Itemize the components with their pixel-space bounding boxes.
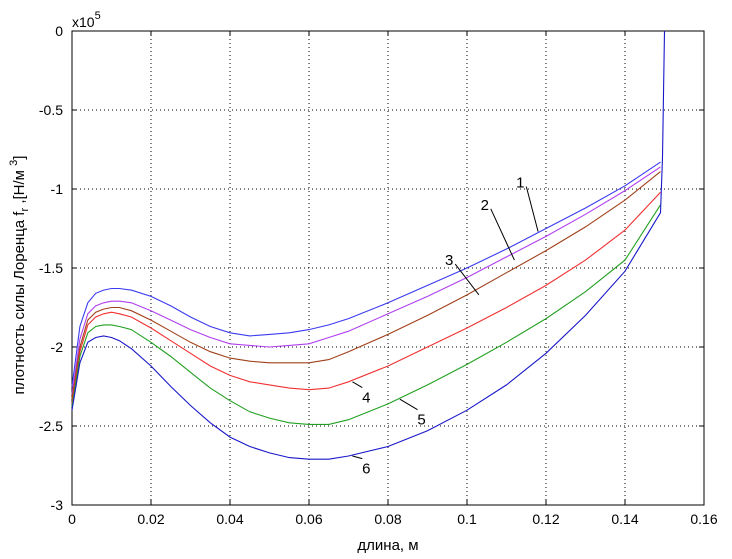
- series-line-5: [71, 204, 661, 425]
- series-line-4: [71, 191, 661, 404]
- y-tick-label: -1.5: [39, 260, 63, 276]
- y-multiplier: x105: [72, 10, 101, 30]
- x-tick-label: 0: [68, 511, 76, 527]
- y-axis-label: плотность силы Лоренца fr ,[Н/м 3]: [8, 156, 31, 395]
- series-lines: [71, 30, 666, 460]
- grid-lines: [71, 30, 705, 506]
- curve-label-6: 6: [362, 461, 370, 478]
- x-tick-label: 0.14: [611, 511, 638, 527]
- curve-label-1: 1: [516, 175, 524, 192]
- curve-label-2: 2: [481, 197, 489, 214]
- series-line-6: [71, 30, 666, 460]
- x-tick-label: 0.08: [374, 511, 401, 527]
- series-line-1: [71, 161, 661, 387]
- plot-frame: [71, 30, 705, 506]
- curve-label-leader-2: [490, 208, 515, 261]
- y-tick-label: -0.5: [39, 102, 63, 118]
- x-tick-label: 0.16: [690, 511, 717, 527]
- series-line-2: [71, 166, 661, 395]
- x-tick-label: 0.02: [137, 511, 164, 527]
- x-tick-label: 0.06: [295, 511, 322, 527]
- x-axis-label: длина, м: [357, 537, 418, 554]
- x-tick-label: 0.04: [216, 511, 243, 527]
- y-tick-label: -3: [51, 497, 64, 513]
- curve-label-5: 5: [417, 412, 425, 429]
- curve-label-leader-5: [399, 398, 418, 411]
- y-tick-label: 0: [55, 23, 63, 39]
- curve-label-leader-6: [352, 455, 363, 460]
- curve-label-3: 3: [445, 252, 453, 269]
- curve-label-4: 4: [362, 390, 370, 407]
- y-tick-label: -2: [51, 339, 64, 355]
- y-multiplier-base: x10: [72, 14, 95, 30]
- series-line-3: [71, 171, 661, 400]
- curve-label-leader-4: [352, 381, 363, 388]
- curve-label-leader-1: [525, 186, 539, 232]
- y-multiplier-exp: 5: [95, 10, 101, 22]
- y-tick-label: -1: [51, 181, 64, 197]
- curve-label-leader-3: [454, 263, 480, 296]
- tick-labels: 0 0.02 0.04 0.06 0.08 0.1 0.12 0.14 0.16 0 -0.5 -1 -…: [39, 23, 718, 527]
- x-tick-label: 0.1: [457, 511, 477, 527]
- y-tick-label: -2.5: [39, 418, 63, 434]
- curve-labels: 1 2 3 4 5 6: [352, 175, 539, 478]
- x-tick-label: 0.12: [532, 511, 559, 527]
